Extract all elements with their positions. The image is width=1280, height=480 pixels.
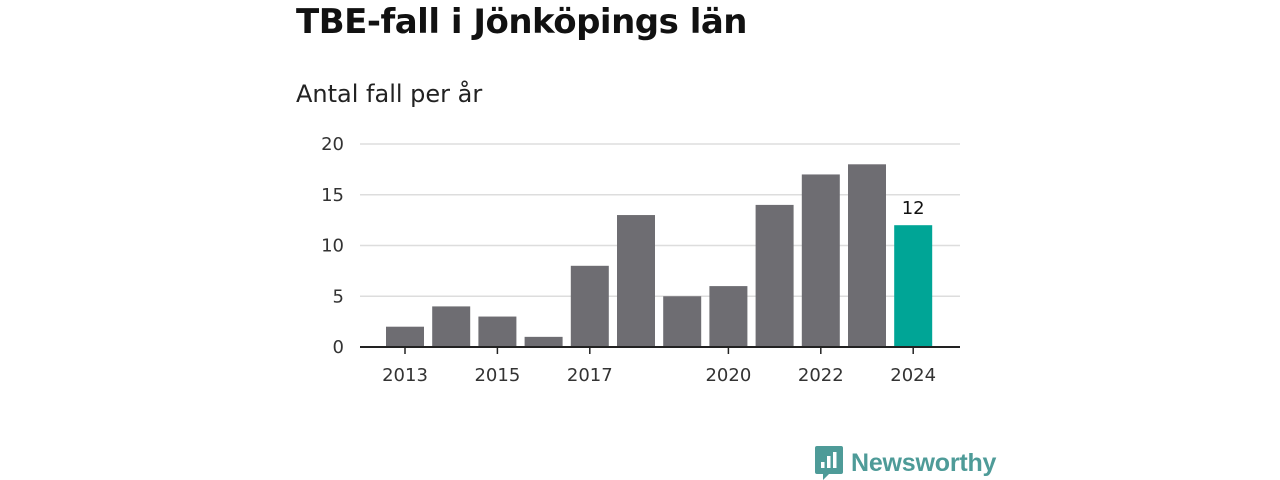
bar-2016 bbox=[524, 336, 563, 347]
newsworthy-brand[interactable]: Newsworthy bbox=[815, 446, 996, 480]
y-tick-label: 0 bbox=[333, 337, 344, 358]
newsworthy-logo-icon bbox=[815, 446, 843, 480]
y-tick-label: 10 bbox=[321, 236, 344, 257]
x-tick-label: 2024 bbox=[890, 365, 936, 386]
y-tick-label: 15 bbox=[321, 185, 344, 206]
chart-title: TBE-fall i Jönköpings län bbox=[296, 2, 748, 42]
y-tick-label: 20 bbox=[321, 134, 344, 155]
x-tick-label: 2022 bbox=[798, 365, 844, 386]
x-tick-label: 2017 bbox=[567, 365, 613, 386]
bars bbox=[386, 164, 933, 347]
bar-2014 bbox=[432, 306, 471, 347]
bar-2019 bbox=[663, 296, 702, 347]
data-labels: 12 bbox=[902, 198, 925, 219]
y-axis-ticks: 0 5 10 15 20 bbox=[321, 134, 344, 358]
bar-2017 bbox=[570, 265, 609, 347]
data-label-2024: 12 bbox=[902, 198, 925, 219]
bar-2022 bbox=[801, 174, 840, 347]
y-tick-label: 5 bbox=[333, 286, 344, 307]
x-tick-label: 2020 bbox=[705, 365, 751, 386]
x-axis-ticks: 2013 2015 2017 2020 2022 2024 bbox=[382, 347, 936, 386]
bar-2013 bbox=[386, 326, 424, 347]
bar-2018 bbox=[617, 215, 655, 347]
bar-2015 bbox=[478, 316, 517, 347]
chart-subtitle: Antal fall per år bbox=[296, 80, 483, 108]
bar-chart: 0 5 10 15 20 2013 2015 2017 2020 2022 2024 12 bbox=[321, 134, 960, 386]
brand-name: Newsworthy bbox=[851, 448, 997, 477]
bar-2021 bbox=[755, 204, 794, 347]
x-tick-label: 2013 bbox=[382, 365, 428, 386]
bar-2020 bbox=[709, 286, 748, 347]
bar-2024 bbox=[894, 225, 933, 347]
x-tick-label: 2015 bbox=[474, 365, 520, 386]
bar-2023 bbox=[848, 164, 886, 347]
